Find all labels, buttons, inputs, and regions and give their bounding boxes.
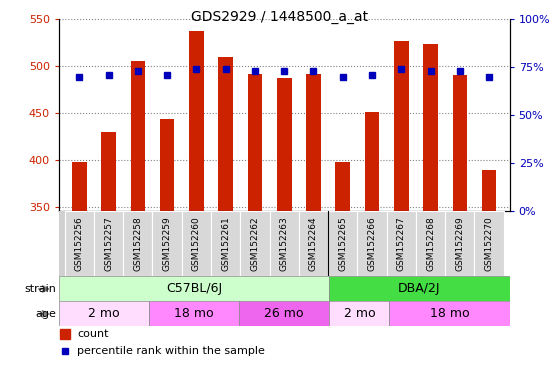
Bar	[160, 119, 174, 211]
Bar	[452, 75, 467, 211]
Bar	[357, 211, 386, 276]
Text: GSM152256: GSM152256	[75, 217, 84, 271]
Bar	[474, 211, 504, 276]
Text: GDS2929 / 1448500_a_at: GDS2929 / 1448500_a_at	[192, 10, 368, 23]
Text: age: age	[35, 309, 56, 319]
Text: GSM152260: GSM152260	[192, 217, 201, 271]
Bar	[59, 276, 329, 301]
Text: GSM152268: GSM152268	[426, 217, 435, 271]
Bar	[182, 211, 211, 276]
Bar	[211, 211, 240, 276]
Text: 26 mo: 26 mo	[264, 308, 304, 320]
Bar	[389, 301, 510, 326]
Text: DBA/2J: DBA/2J	[398, 283, 441, 295]
Bar	[299, 211, 328, 276]
Bar	[328, 211, 357, 276]
Bar	[123, 211, 152, 276]
Bar	[218, 57, 233, 211]
Text: GSM152262: GSM152262	[250, 217, 259, 271]
Text: 2 mo: 2 mo	[343, 308, 375, 320]
Text: strain: strain	[24, 284, 56, 294]
Bar	[130, 61, 145, 211]
Text: C57BL/6J: C57BL/6J	[166, 283, 222, 295]
Bar	[239, 301, 329, 326]
Bar	[306, 73, 321, 211]
Bar	[269, 211, 299, 276]
Bar	[329, 276, 510, 301]
Bar	[152, 211, 182, 276]
Text: count: count	[77, 329, 109, 339]
Text: 2 mo: 2 mo	[88, 308, 120, 320]
Text: GSM152259: GSM152259	[162, 217, 171, 271]
Bar	[72, 162, 87, 211]
Text: GSM152261: GSM152261	[221, 217, 230, 271]
Bar	[248, 74, 262, 211]
Text: GSM152263: GSM152263	[279, 217, 289, 271]
Text: GSM152266: GSM152266	[367, 217, 376, 271]
Bar	[277, 78, 292, 211]
Bar	[416, 211, 445, 276]
Bar	[394, 41, 409, 211]
Text: GSM152267: GSM152267	[397, 217, 406, 271]
Bar	[101, 132, 116, 211]
Bar	[59, 301, 149, 326]
Text: 18 mo: 18 mo	[174, 308, 214, 320]
Text: percentile rank within the sample: percentile rank within the sample	[77, 346, 265, 356]
Bar	[335, 162, 350, 211]
Bar	[64, 211, 94, 276]
Text: GSM152265: GSM152265	[338, 217, 347, 271]
Bar	[482, 170, 496, 211]
Bar	[329, 301, 389, 326]
Text: GSM152257: GSM152257	[104, 217, 113, 271]
Bar	[423, 45, 438, 211]
Text: GSM152270: GSM152270	[484, 217, 493, 271]
Bar	[189, 31, 204, 211]
Bar	[386, 211, 416, 276]
Text: GSM152269: GSM152269	[455, 217, 464, 271]
Bar	[445, 211, 474, 276]
Bar	[240, 211, 269, 276]
Text: 18 mo: 18 mo	[430, 308, 469, 320]
Bar	[149, 301, 239, 326]
Text: GSM152264: GSM152264	[309, 217, 318, 271]
Bar	[94, 211, 123, 276]
Bar	[365, 112, 379, 211]
Text: GSM152258: GSM152258	[133, 217, 142, 271]
